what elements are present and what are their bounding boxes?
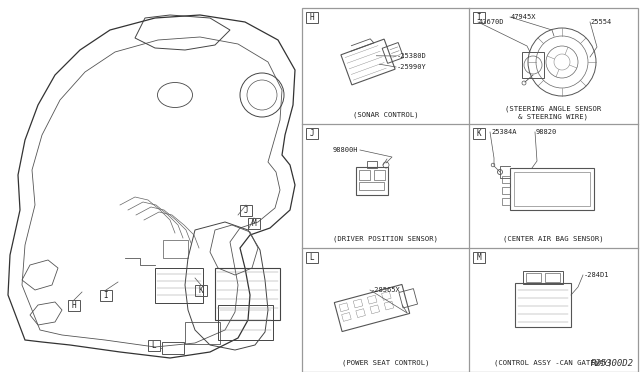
Text: M: M (477, 253, 481, 262)
Text: (SONAR CONTROL): (SONAR CONTROL) (353, 112, 419, 118)
Bar (502, 198, 510, 205)
Bar (240, 205, 252, 216)
Bar (306, 12, 318, 23)
Bar (162, 342, 184, 354)
Bar (306, 128, 318, 139)
Bar (248, 218, 260, 229)
Bar (195, 285, 207, 296)
Text: M: M (252, 219, 256, 228)
Text: (CENTER AIR BAG SENSOR): (CENTER AIR BAG SENSOR) (503, 235, 604, 242)
Text: 47945X: 47945X (511, 14, 536, 20)
Text: K: K (477, 129, 481, 138)
Bar (502, 176, 510, 183)
Text: L: L (310, 253, 314, 262)
Bar (155, 268, 203, 303)
Text: L: L (152, 341, 156, 350)
Bar (522, 52, 544, 78)
Bar (148, 340, 160, 351)
Text: -284D1: -284D1 (584, 272, 609, 278)
Bar (473, 128, 485, 139)
Bar (356, 167, 388, 195)
Text: J: J (244, 206, 248, 215)
Bar (163, 240, 188, 258)
Bar (302, 8, 638, 372)
Bar (526, 273, 541, 282)
Bar (185, 322, 220, 344)
Text: H: H (310, 13, 314, 22)
Bar (502, 187, 510, 194)
Text: H: H (72, 301, 76, 310)
Bar (100, 290, 112, 301)
Text: I: I (477, 13, 481, 22)
Text: 47670D: 47670D (479, 19, 504, 25)
Bar (367, 161, 377, 168)
Text: (CONTROL ASSY -CAN GATEWAY): (CONTROL ASSY -CAN GATEWAY) (495, 359, 612, 366)
Text: -25990Y: -25990Y (397, 64, 427, 70)
Bar (306, 252, 318, 263)
Bar (514, 172, 590, 206)
Bar (68, 300, 80, 311)
Text: R25300D2: R25300D2 (591, 359, 634, 368)
Bar (359, 170, 370, 180)
Text: (DRIVER POSITION SENSOR): (DRIVER POSITION SENSOR) (333, 235, 438, 242)
Bar (215, 268, 280, 320)
Text: 25384A: 25384A (491, 129, 516, 135)
Bar (515, 283, 571, 327)
Text: 25554: 25554 (590, 19, 611, 25)
Text: K: K (198, 286, 204, 295)
Bar (359, 182, 384, 190)
Bar (523, 271, 563, 284)
Text: (POWER SEAT CONTROL): (POWER SEAT CONTROL) (342, 359, 429, 366)
Bar (374, 170, 385, 180)
Text: -25380D: -25380D (397, 53, 427, 59)
Bar (218, 305, 273, 340)
Text: 98820: 98820 (536, 129, 557, 135)
Text: (STEERING ANGLE SENSOR
& STEERING WIRE): (STEERING ANGLE SENSOR & STEERING WIRE) (506, 106, 602, 120)
Text: 98800H: 98800H (333, 147, 358, 153)
Text: I: I (104, 291, 108, 300)
Bar (473, 252, 485, 263)
Text: J: J (310, 129, 314, 138)
Text: -28565X: -28565X (371, 287, 401, 293)
Bar (545, 273, 560, 282)
Bar (510, 168, 594, 210)
Bar (473, 12, 485, 23)
